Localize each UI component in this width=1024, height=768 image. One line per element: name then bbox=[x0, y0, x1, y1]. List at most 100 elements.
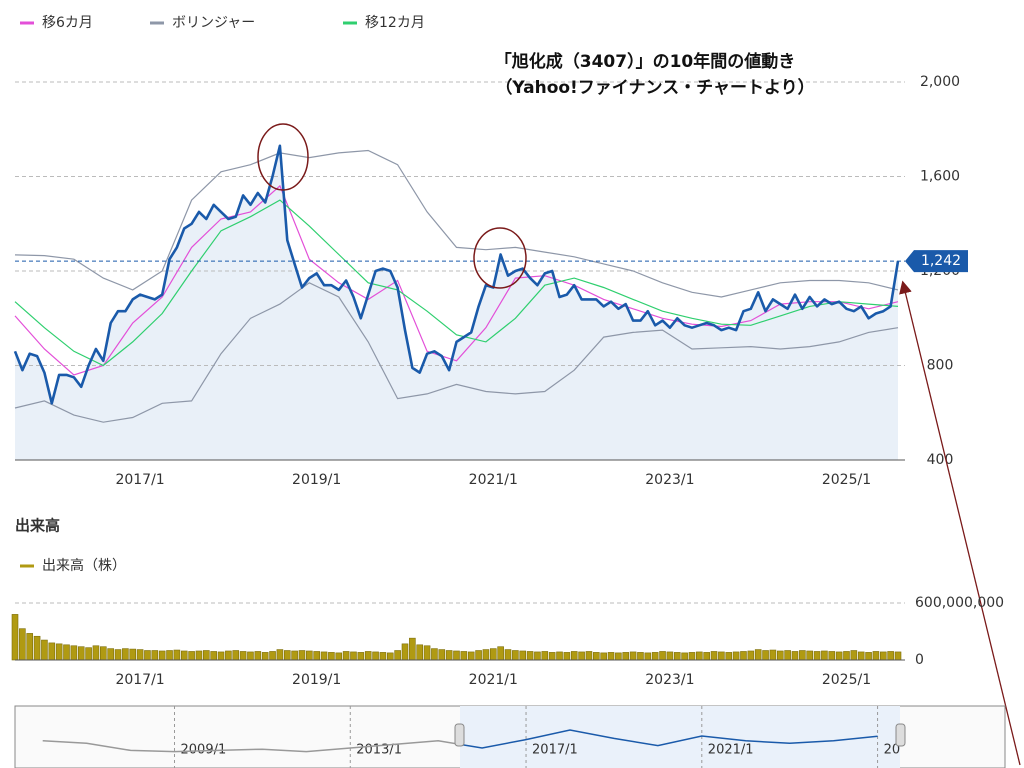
volume-bar bbox=[872, 651, 880, 661]
volume-bar bbox=[828, 651, 836, 661]
volume-bar bbox=[740, 651, 747, 661]
last-price-box bbox=[905, 250, 968, 273]
volume-bar bbox=[269, 651, 276, 661]
volume-bar bbox=[239, 651, 247, 661]
volume-bar bbox=[850, 650, 858, 661]
volume-bar bbox=[254, 651, 262, 661]
volume-bar bbox=[681, 652, 688, 661]
navigator-handle[interactable] bbox=[895, 723, 906, 747]
volume-bar bbox=[129, 648, 137, 661]
volume-bar bbox=[313, 651, 320, 661]
volume-bar bbox=[445, 650, 453, 661]
volume-bar bbox=[70, 645, 78, 661]
volume-bar bbox=[460, 651, 468, 661]
volume-bar bbox=[188, 651, 195, 661]
volume-bar bbox=[835, 651, 843, 661]
volume-bar bbox=[438, 649, 446, 661]
volume-bar bbox=[85, 647, 92, 661]
highlight-circle bbox=[473, 227, 527, 289]
volume-bar bbox=[431, 648, 438, 661]
volume-bar bbox=[799, 650, 806, 661]
volume-bar bbox=[644, 652, 652, 661]
volume-bar bbox=[401, 643, 409, 661]
volume-bar bbox=[151, 650, 159, 661]
navigator-selection bbox=[460, 706, 900, 768]
volume-bar bbox=[622, 652, 630, 661]
volume-bar bbox=[283, 650, 291, 661]
volume-bar bbox=[673, 652, 681, 661]
volume-bar bbox=[857, 651, 865, 661]
y-tick-label: 600,000,000 bbox=[915, 595, 1004, 611]
volume-bar bbox=[11, 614, 19, 661]
volume-bar bbox=[703, 652, 710, 661]
annotation-arrow bbox=[899, 280, 1021, 766]
volume-bar bbox=[92, 645, 100, 661]
volume-bar bbox=[879, 651, 887, 661]
volume-bar bbox=[762, 650, 769, 661]
volume-bar bbox=[276, 649, 284, 661]
volume-bar bbox=[100, 646, 107, 661]
annotation-title: 「旭化成（3407）」の10年間の値動き bbox=[495, 51, 795, 72]
volume-bar bbox=[776, 650, 784, 661]
volume-bar bbox=[578, 651, 585, 661]
volume-bar bbox=[526, 651, 534, 661]
volume-bar bbox=[718, 651, 725, 661]
y-tick-label: 1,600 bbox=[920, 169, 960, 185]
volume-bar bbox=[784, 650, 791, 661]
annotation-source: （Yahoo!ファイナンス・チャートより） bbox=[495, 77, 814, 98]
volume-legend-label: 出来高（株） bbox=[42, 557, 126, 574]
volume-bar bbox=[615, 652, 622, 661]
volume-bar bbox=[364, 651, 372, 661]
volume-bar bbox=[203, 650, 210, 661]
volume-bar bbox=[843, 651, 850, 661]
volume-bar bbox=[534, 651, 541, 661]
volume-bar bbox=[806, 650, 814, 661]
volume-bar bbox=[320, 651, 328, 661]
x-tick-label: 2023/1 bbox=[645, 472, 694, 488]
price-line bbox=[13, 144, 900, 405]
volume-bar bbox=[600, 652, 607, 661]
navigator-handle[interactable] bbox=[454, 723, 465, 747]
overlay-line bbox=[14, 199, 899, 367]
volume-bar bbox=[48, 642, 56, 661]
volume-bar bbox=[298, 650, 306, 661]
volume-bar bbox=[77, 646, 85, 661]
overlay-line bbox=[14, 149, 899, 298]
volume-bar bbox=[732, 651, 740, 661]
price-panel: 4008001,2001,6002,0002017/12019/12021/12… bbox=[13, 74, 968, 488]
volume-bar bbox=[637, 652, 644, 661]
highlight-circle bbox=[257, 123, 309, 191]
volume-bar bbox=[107, 648, 114, 661]
volume-bar bbox=[813, 651, 821, 661]
volume-bar bbox=[475, 650, 482, 661]
x-tick-label: 2017/1 bbox=[115, 672, 164, 688]
volume-bar bbox=[372, 651, 379, 661]
overlay-line bbox=[14, 282, 899, 423]
volume-bar bbox=[453, 650, 460, 661]
navigator-tick-label: 2017/1 bbox=[532, 743, 578, 758]
overlay-line bbox=[14, 184, 899, 376]
volume-title: 出来高 bbox=[15, 517, 60, 535]
legend-label: 移12カ月 bbox=[365, 15, 425, 31]
volume-bar bbox=[173, 649, 181, 661]
volume-bar bbox=[423, 645, 431, 661]
navigator-tick-label: 2021/1 bbox=[708, 743, 754, 758]
price-area bbox=[15, 145, 898, 461]
volume-bar bbox=[548, 652, 556, 661]
volume-bar bbox=[409, 637, 416, 661]
volume-bar bbox=[725, 652, 733, 661]
volume-bar bbox=[386, 652, 394, 661]
volume-bar bbox=[821, 650, 828, 661]
volume-bar bbox=[114, 649, 122, 661]
volume-bar bbox=[55, 643, 63, 661]
volume-bar bbox=[629, 651, 637, 661]
volume-bar bbox=[19, 628, 26, 661]
volume-bar bbox=[357, 652, 365, 661]
navigator-line bbox=[42, 740, 460, 753]
volume-bar bbox=[394, 650, 401, 661]
volume-bar bbox=[217, 651, 225, 661]
volume-bar bbox=[122, 648, 129, 661]
x-tick-label: 2025/1 bbox=[822, 672, 871, 688]
volume-bar bbox=[247, 651, 254, 661]
